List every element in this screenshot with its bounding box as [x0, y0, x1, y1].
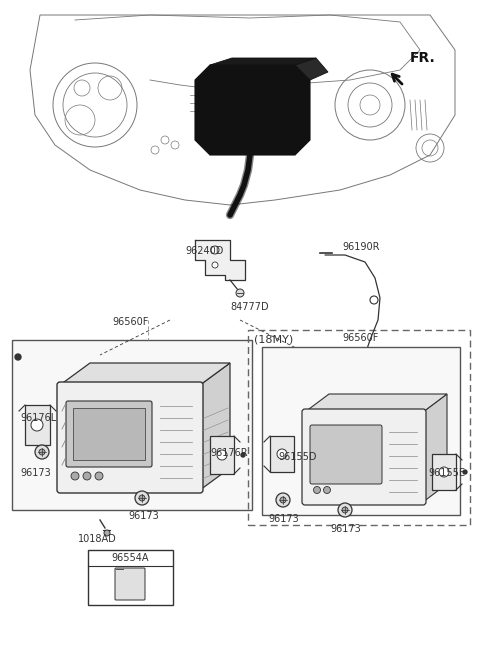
Text: 96173: 96173 [20, 468, 51, 478]
Bar [88, 550, 173, 605]
Bar [210, 436, 234, 474]
Polygon shape [200, 363, 230, 490]
Text: (18MY): (18MY) [254, 334, 293, 344]
Circle shape [95, 472, 103, 480]
FancyBboxPatch shape [302, 409, 426, 505]
Circle shape [236, 289, 244, 297]
Text: 96155D: 96155D [278, 452, 316, 462]
Circle shape [139, 495, 145, 501]
Bar [270, 436, 294, 472]
FancyBboxPatch shape [115, 568, 145, 600]
Polygon shape [423, 394, 447, 502]
Polygon shape [305, 394, 447, 412]
Polygon shape [195, 240, 245, 280]
Circle shape [83, 472, 91, 480]
Circle shape [104, 530, 110, 536]
Circle shape [324, 487, 331, 494]
Circle shape [338, 503, 352, 517]
Text: 84777D: 84777D [230, 302, 269, 312]
Bar [12, 340, 252, 510]
Text: 96240D: 96240D [186, 246, 224, 256]
Text: 96173: 96173 [128, 511, 159, 521]
Polygon shape [210, 58, 316, 65]
FancyBboxPatch shape [57, 382, 203, 493]
Text: FR.: FR. [410, 51, 436, 65]
Bar [248, 330, 470, 525]
Text: 96190R: 96190R [342, 242, 380, 252]
Circle shape [463, 470, 467, 474]
Text: 96176L: 96176L [20, 413, 56, 423]
Circle shape [313, 487, 321, 494]
Bar [25, 405, 50, 445]
Polygon shape [60, 363, 230, 385]
Circle shape [39, 449, 45, 455]
Circle shape [276, 493, 290, 507]
Circle shape [280, 497, 286, 503]
Circle shape [31, 419, 43, 431]
Polygon shape [295, 58, 328, 80]
FancyBboxPatch shape [66, 401, 152, 467]
FancyBboxPatch shape [310, 425, 382, 484]
Text: 1018AD: 1018AD [78, 534, 117, 544]
Circle shape [241, 453, 245, 457]
Text: 96176R: 96176R [210, 448, 248, 458]
Bar [73, 408, 145, 460]
Circle shape [35, 445, 49, 459]
Circle shape [135, 491, 149, 505]
Bar [432, 454, 456, 490]
Text: 96155E: 96155E [428, 468, 465, 478]
Polygon shape [195, 65, 310, 155]
Circle shape [217, 450, 227, 460]
Text: 96560F: 96560F [112, 317, 148, 327]
Circle shape [211, 246, 219, 254]
Circle shape [15, 354, 21, 360]
Circle shape [212, 262, 218, 268]
Circle shape [342, 507, 348, 513]
Bar [262, 347, 460, 515]
Text: 96560F: 96560F [343, 333, 379, 343]
Circle shape [277, 449, 287, 459]
Text: 96173: 96173 [268, 514, 299, 524]
Circle shape [439, 467, 449, 477]
Text: 96554A: 96554A [112, 553, 149, 563]
Text: 96173: 96173 [330, 524, 361, 534]
Circle shape [71, 472, 79, 480]
